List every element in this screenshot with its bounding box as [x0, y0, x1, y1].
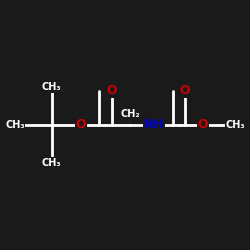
- Text: O: O: [180, 84, 190, 97]
- Text: O: O: [198, 118, 208, 132]
- Text: CH₃: CH₃: [42, 158, 62, 168]
- Text: NH: NH: [144, 118, 165, 132]
- Text: O: O: [106, 84, 117, 97]
- Text: CH₂: CH₂: [120, 109, 140, 119]
- Text: O: O: [76, 118, 86, 132]
- Text: CH₃: CH₃: [5, 120, 25, 130]
- Text: CH₃: CH₃: [42, 82, 62, 92]
- Text: CH₃: CH₃: [225, 120, 245, 130]
